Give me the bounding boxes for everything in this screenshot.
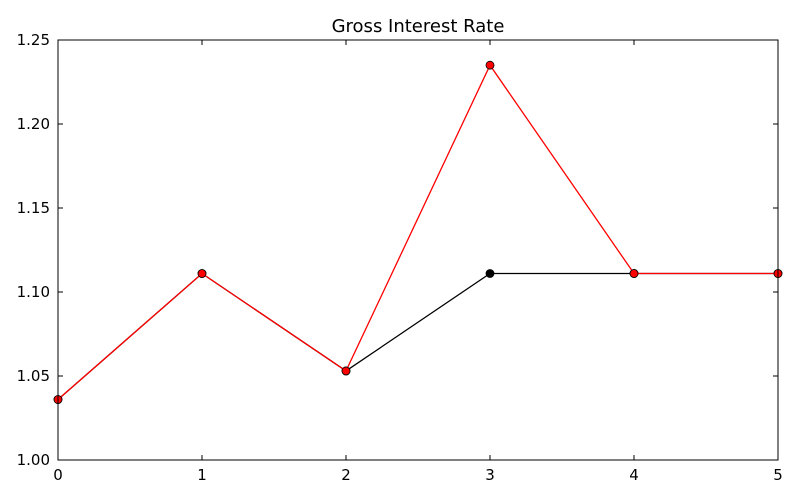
x-tick-label: 5 bbox=[773, 466, 783, 484]
y-tick-label: 1.15 bbox=[17, 199, 50, 217]
series-1-point bbox=[629, 269, 639, 278]
series-0-line bbox=[57, 272, 778, 401]
plot-frame bbox=[57, 39, 779, 461]
y-tick-label: 1.05 bbox=[17, 367, 50, 385]
x-tick-label: 3 bbox=[485, 466, 495, 484]
y-tick-label: 1.00 bbox=[17, 451, 50, 469]
chart-title: Gross Interest Rate bbox=[332, 16, 505, 37]
series-1-point bbox=[485, 60, 495, 70]
x-tick-label: 0 bbox=[53, 466, 63, 484]
y-tick-label: 1.20 bbox=[17, 115, 50, 133]
series-0-point bbox=[485, 269, 495, 278]
x-tick-label: 4 bbox=[629, 466, 639, 484]
y-tick-label: 1.25 bbox=[17, 31, 50, 49]
series-1-point bbox=[197, 269, 207, 278]
series-1-line bbox=[57, 63, 778, 401]
tick-layer: 0 1 2 3 4 5 1.00 1.05 1.10 1.15 1.20 1.25 bbox=[17, 31, 783, 484]
x-tick-label: 2 bbox=[341, 466, 351, 484]
series-layer bbox=[53, 60, 783, 404]
y-tick-label: 1.10 bbox=[17, 283, 50, 301]
series-1-point bbox=[341, 366, 351, 376]
x-tick-label: 1 bbox=[197, 466, 207, 484]
